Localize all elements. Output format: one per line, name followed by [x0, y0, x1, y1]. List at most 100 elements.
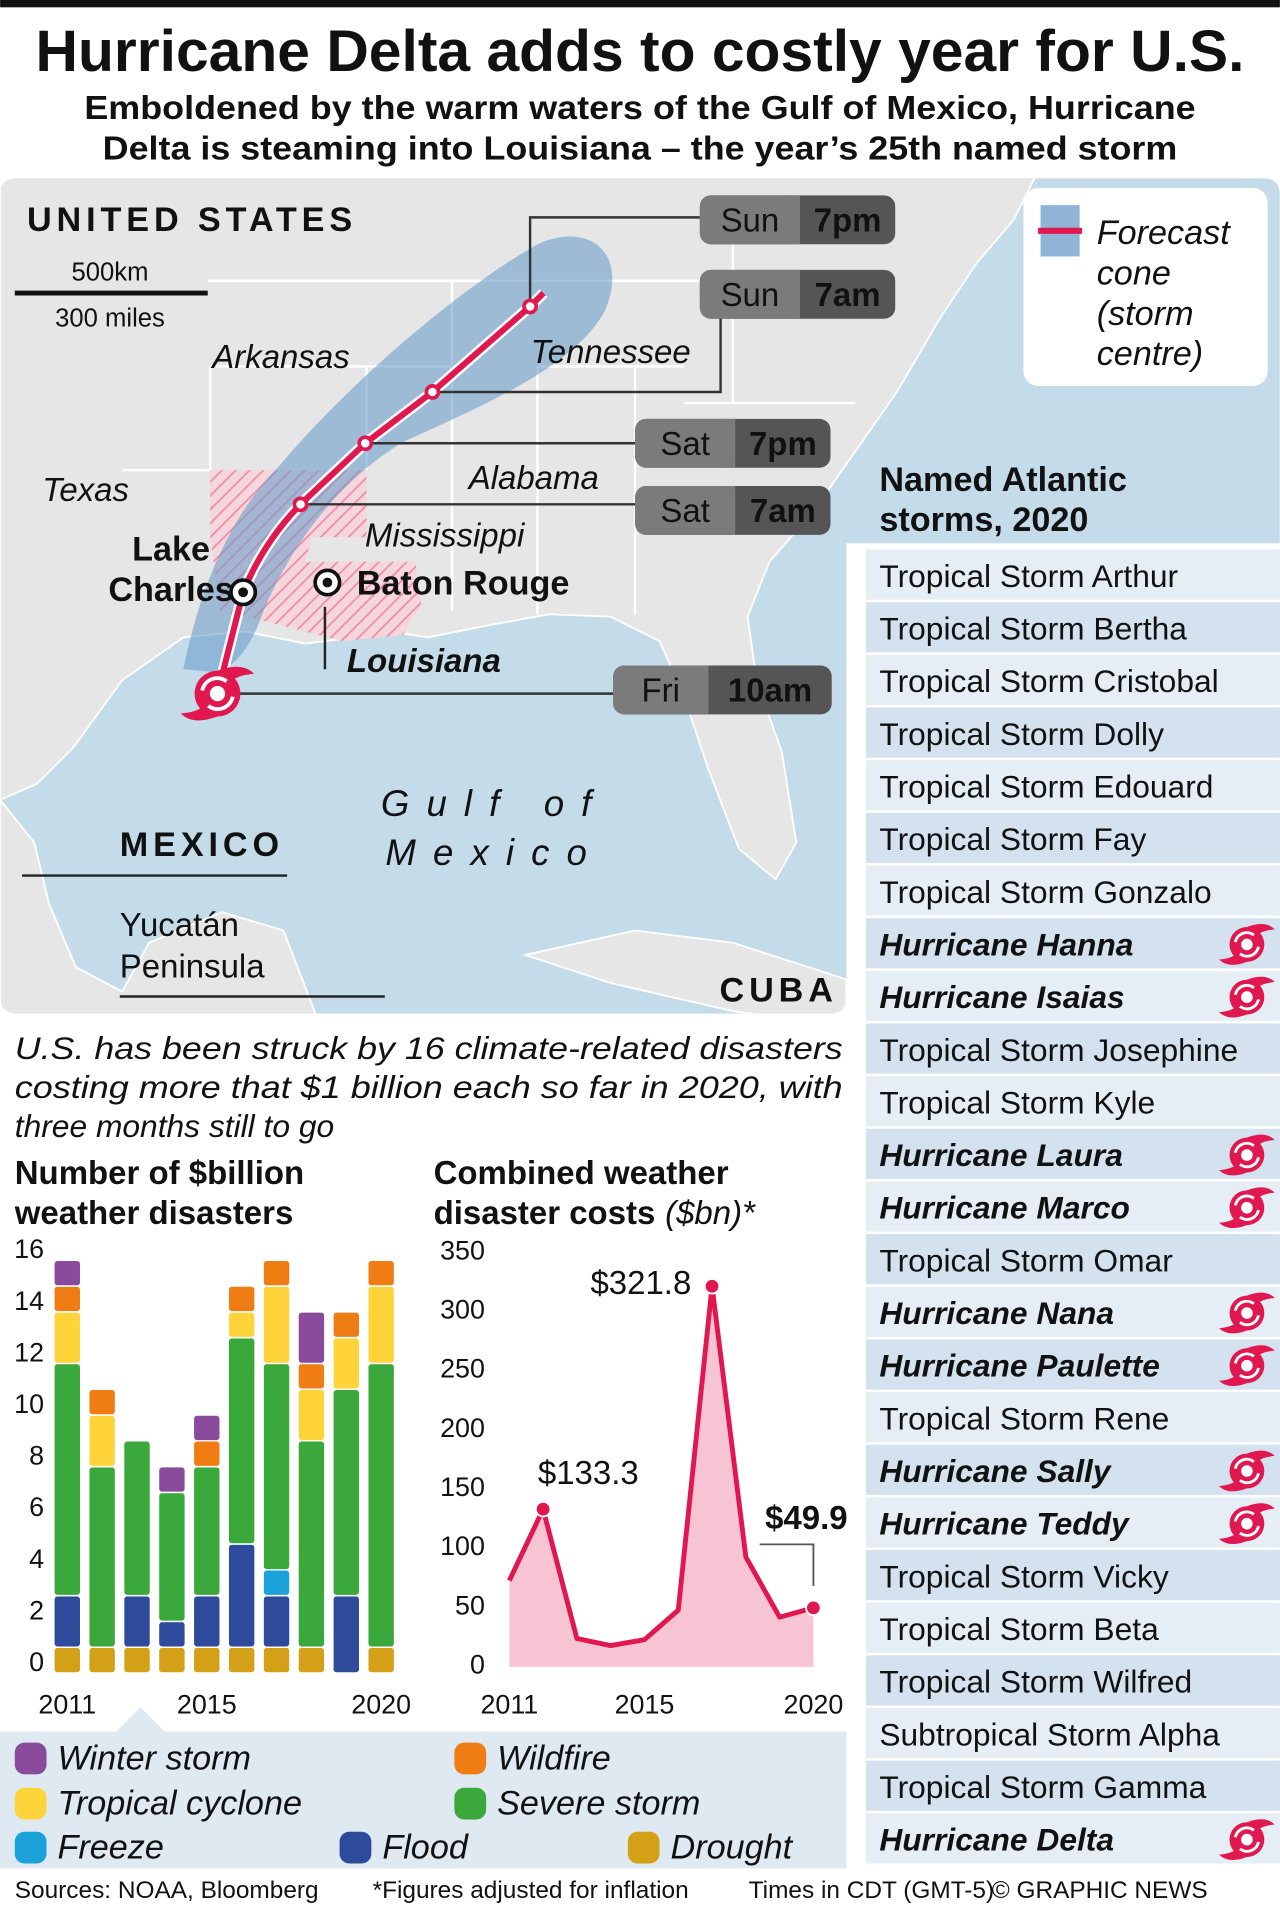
point — [805, 1599, 822, 1617]
y-tick-label: 100 — [440, 1531, 485, 1561]
bar-segment — [87, 1388, 117, 1416]
y-tick-label: 2 — [29, 1595, 44, 1625]
bar-segment — [297, 1311, 326, 1365]
legend-swatch — [454, 1742, 487, 1775]
list-title: storms, 2020 — [879, 501, 1088, 539]
chart-title: Combined weather — [434, 1154, 729, 1191]
legend-swatch — [339, 1831, 372, 1864]
y-tick-label: 10 — [14, 1389, 44, 1419]
legend-text: Forecast — [1097, 214, 1231, 252]
top-bar — [0, 0, 1280, 8]
bar-segment — [332, 1388, 361, 1597]
y-tick-label: 6 — [29, 1492, 44, 1522]
bar-segment — [192, 1594, 221, 1648]
legend-label: Wildfire — [497, 1739, 611, 1777]
storm-name: Hurricane Sally — [879, 1453, 1112, 1489]
list-row — [865, 654, 1280, 706]
pointer-lines — [22, 606, 385, 998]
value-label: $49.9 — [765, 1499, 848, 1536]
state-label: Texas — [42, 471, 129, 508]
city-label: Baton Rouge — [357, 565, 570, 603]
x-tick-label: 2015 — [615, 1690, 675, 1720]
day-box — [613, 665, 709, 715]
day-box — [699, 195, 800, 245]
bar-segment — [53, 1311, 82, 1365]
bar-segment — [192, 1440, 221, 1468]
bar-segment — [332, 1594, 361, 1674]
bar-segment — [157, 1465, 187, 1494]
time-label: 10am — [728, 671, 812, 708]
country-label: MEXICO — [120, 826, 284, 864]
list-row — [865, 1128, 1280, 1179]
list-row — [865, 1339, 1280, 1390]
connector-lines — [217, 216, 722, 695]
legend-text: (storm — [1097, 295, 1194, 333]
y-tick-label: 250 — [440, 1354, 485, 1384]
y-tick-label: 4 — [29, 1544, 44, 1574]
bar-segment — [227, 1285, 256, 1313]
day-label: Fri — [642, 671, 680, 708]
storm-name: Tropical Storm Kyle — [879, 1084, 1155, 1120]
list-row — [865, 1076, 1280, 1127]
list-row — [865, 602, 1280, 653]
storm-name: Tropical Storm Edouard — [879, 768, 1213, 804]
intro-text: three months still to go — [15, 1108, 334, 1144]
country-label: CUBA — [720, 971, 838, 1009]
state-label: Arkansas — [210, 338, 349, 375]
scale-label: 300 miles — [55, 305, 165, 333]
area — [509, 1286, 814, 1667]
bar-segment — [53, 1362, 82, 1597]
y-tick-label: 0 — [29, 1647, 44, 1677]
list-row — [865, 1181, 1280, 1232]
legend-label: Flood — [382, 1829, 469, 1867]
list-row — [865, 549, 1280, 600]
day-box — [635, 486, 736, 535]
legend-swatch — [14, 1831, 47, 1864]
cost-line — [507, 1283, 815, 1649]
list-row — [865, 970, 1280, 1021]
land-mexico — [0, 797, 322, 1014]
storm-name: Tropical Storm Bertha — [879, 611, 1187, 647]
legend-label: Winter storm — [58, 1739, 251, 1777]
city-label: Lake — [132, 531, 210, 569]
storm-name: Tropical Storm Wilfred — [879, 1664, 1192, 1700]
day-label: Sun — [721, 276, 780, 313]
bar-segment — [262, 1569, 291, 1597]
bar-segment — [366, 1362, 396, 1648]
storm-name: Tropical Storm Dolly — [879, 716, 1164, 752]
bar-segment — [332, 1311, 361, 1339]
state-label: Tennessee — [531, 333, 691, 370]
y-tick-label: 16 — [14, 1234, 44, 1264]
forecast-cone — [183, 236, 613, 672]
bar-segment — [366, 1285, 396, 1365]
subtitle: Emboldened by the warm waters of the Gul… — [84, 89, 1195, 126]
day-label: Sun — [721, 201, 780, 238]
bar-segment — [192, 1465, 221, 1597]
storm-name: Tropical Storm Gonzalo — [879, 874, 1211, 910]
list-row — [865, 707, 1280, 758]
y-tick-label: 150 — [440, 1472, 485, 1502]
storm-name: Tropical Storm Vicky — [879, 1558, 1168, 1594]
value-label: $133.3 — [538, 1454, 639, 1491]
day-label: Sat — [660, 425, 709, 462]
bar-segment — [262, 1362, 291, 1571]
day-box-edge — [723, 418, 736, 468]
y-tick-label: 12 — [14, 1337, 44, 1367]
bar-segment — [297, 1646, 326, 1674]
storm-name: Tropical Storm Fay — [879, 821, 1146, 857]
footer-text: Times in CDT (GMT-5) — [749, 1877, 994, 1904]
x-tick-label: 2020 — [351, 1690, 411, 1720]
storm-name: Subtropical Storm Alpha — [879, 1716, 1220, 1752]
state-label: Louisiana — [347, 642, 501, 679]
y-tick-label: 0 — [470, 1649, 485, 1679]
legend-swatch — [454, 1787, 487, 1820]
peninsula-label: Yucatán — [120, 906, 239, 943]
bar-segment — [53, 1594, 82, 1648]
list-row — [865, 760, 1280, 811]
legend-label: Tropical cyclone — [58, 1785, 302, 1823]
legend-swatch — [627, 1831, 660, 1864]
intro-text: costing more that $1 billion each so far… — [15, 1069, 843, 1105]
y-tick-label: 300 — [440, 1295, 485, 1325]
legend-text: centre) — [1097, 335, 1203, 373]
